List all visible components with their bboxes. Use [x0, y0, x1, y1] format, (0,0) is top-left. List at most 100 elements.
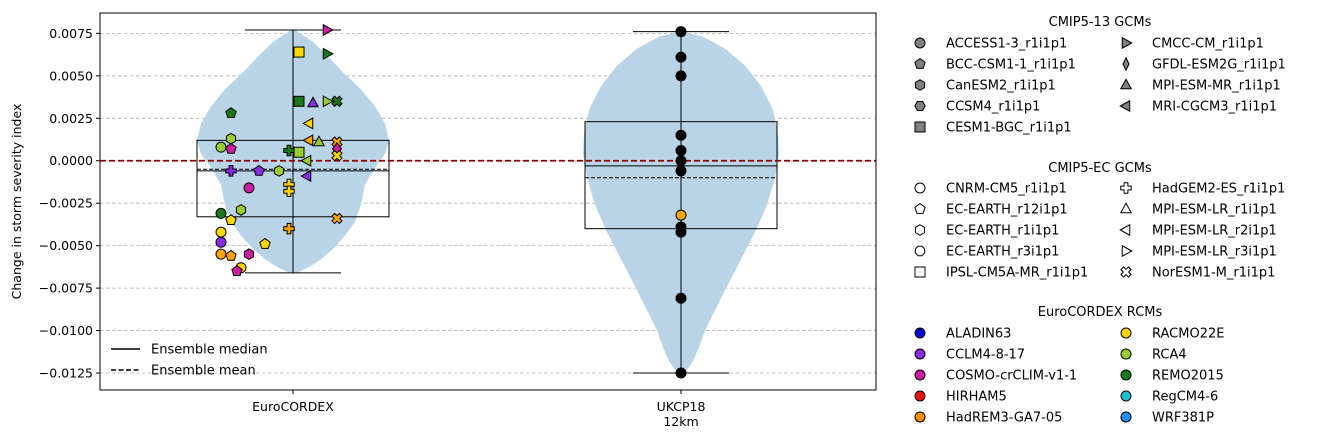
legend-marker-1-3	[914, 245, 926, 257]
legend-inside-label-0: Ensemble median	[151, 343, 268, 358]
xtick-label-0-0: EuroCORDEX	[252, 399, 334, 414]
ytick-label-5: −0.0050	[39, 238, 93, 253]
point-0-10	[302, 134, 314, 147]
point-0-16	[283, 144, 295, 157]
point-1-0	[675, 26, 687, 38]
legend-label-2-2: COSMO-crCLIM-v1-1	[946, 369, 1077, 384]
point-1-3	[675, 129, 687, 141]
ytick-label-1: 0.0050	[49, 68, 93, 83]
legend-label-1-0: CNRM-CM5_r1i1p1	[946, 182, 1067, 197]
point-1-10	[675, 292, 687, 304]
point-1-7	[675, 209, 687, 221]
point-0-2	[322, 47, 334, 60]
ytick-label-6: −0.0075	[39, 281, 93, 296]
point-0-20	[253, 164, 265, 176]
point-0-32	[215, 226, 227, 238]
legend-label-1-8: MPI-ESM-LR_r3i1p1	[1152, 245, 1277, 260]
legend-marker-2-7	[1120, 369, 1132, 381]
point-0-17	[293, 146, 305, 158]
legend-marker-1-9	[1120, 266, 1132, 278]
legend-label-1-4: IPSL-CM5A-MR_r1i1p1	[946, 266, 1088, 281]
legend-label-0-5: CMCC-CM_r1i1p1	[1152, 37, 1264, 52]
ytick-label-8: −0.0125	[39, 366, 93, 381]
point-0-5	[306, 96, 320, 108]
y-axis-label: Change in storm severity index	[9, 104, 24, 300]
legend-label-1-2: EC-EARTH_r1i1p1	[946, 224, 1059, 239]
legend-marker-2-2	[914, 369, 926, 381]
point-0-8	[302, 117, 314, 130]
point-0-11	[312, 135, 326, 147]
legend-label-1-5: HadGEM2-ES_r1i1p1	[1152, 182, 1285, 197]
point-0-13	[215, 141, 227, 153]
point-0-1	[293, 46, 305, 58]
point-0-18	[331, 149, 343, 162]
point-0-6	[331, 95, 343, 108]
legend-marker-1-5	[1120, 182, 1132, 194]
point-1-9	[675, 226, 687, 238]
axes: 0.0075 0.0050 0.0025 0.0000 −0.0025 −0.0050 −0…	[9, 12, 877, 429]
point-0-36	[225, 249, 237, 261]
legend-marker-2-1	[914, 348, 926, 360]
legend-marker-0-2	[914, 79, 926, 91]
legend-label-1-7: MPI-ESM-LR_r2i1p1	[1152, 224, 1277, 239]
legend-label-2-1: CCLM4-8-17	[946, 348, 1025, 363]
legend-marker-2-0	[914, 327, 926, 339]
legend-marker-1-8	[1121, 244, 1133, 258]
legend-marker-0-7	[1119, 78, 1133, 90]
legend-section-title-2: EuroCORDEX RCMs	[1038, 305, 1163, 320]
point-0-14	[225, 142, 237, 154]
ytick-label-2: 0.0025	[49, 111, 93, 126]
legend-label-0-6: GFDL-ESM2G_r1i1p1	[1152, 58, 1286, 73]
legend-label-1-9: NorESM1-M_r1i1p1	[1152, 266, 1275, 281]
point-0-21	[273, 165, 285, 177]
point-1-4	[675, 145, 687, 157]
point-0-37	[243, 248, 255, 260]
legend-label-2-3: HIRHAM5	[946, 390, 1007, 405]
legend-marker-0-6	[1122, 56, 1130, 72]
legend-section-title-0: CMIP5-13 GCMs	[1049, 15, 1152, 30]
legend-inside-label-1: Ensemble mean	[151, 364, 256, 379]
legend-marker-1-1	[914, 202, 926, 214]
point-0-30	[225, 214, 237, 226]
violins	[197, 30, 779, 373]
legend-marker-1-2	[914, 224, 926, 236]
legend-label-2-7: REMO2015	[1152, 369, 1224, 384]
point-0-34	[259, 237, 271, 249]
point-0-29	[331, 212, 343, 225]
point-0-26	[283, 185, 295, 198]
point-0-28	[215, 207, 227, 219]
point-0-25	[243, 182, 255, 194]
legend-label-0-0: ACCESS1-3_r1i1p1	[946, 37, 1067, 52]
point-1-1	[675, 51, 687, 63]
ytick-label-0: 0.0075	[49, 26, 93, 41]
legend-label-2-6: RCA4	[1152, 348, 1187, 363]
legend-label-1-6: MPI-ESM-LR_r1i1p1	[1152, 203, 1277, 218]
point-0-7	[225, 107, 237, 119]
legend-label-0-1: BCC-CSM1-1_r1i1p1	[946, 58, 1076, 73]
plot-frame	[99, 12, 877, 391]
legend-marker-1-6	[1119, 202, 1133, 214]
legend-marker-0-1	[914, 57, 926, 69]
point-1-6	[675, 165, 687, 177]
legend-marker-2-6	[1120, 348, 1132, 360]
point-1-11	[675, 367, 687, 379]
point-0-27	[235, 204, 247, 216]
ytick-label-3: 0.0000	[49, 153, 93, 168]
legend-marker-2-3	[914, 390, 926, 402]
point-0-39	[231, 265, 243, 276]
point-1-5	[675, 155, 687, 167]
legend-label-0-2: CanESM2_r1i1p1	[946, 79, 1056, 94]
point-0-22	[225, 165, 237, 177]
legend-marker-1-4	[914, 266, 926, 278]
legend-label-1-1: EC-EARTH_r12i1p1	[946, 203, 1068, 218]
legend-label-2-4: HadREM3-GA7-05	[946, 411, 1062, 426]
ytick-label-4: −0.0025	[39, 196, 93, 211]
legend-marker-0-3	[914, 100, 926, 112]
legend-marker-0-0	[914, 37, 926, 49]
legend-ensemble: Ensemble median Ensemble mean	[111, 343, 268, 379]
xtick-label-1-0: UKCP18	[657, 399, 706, 414]
legend-marker-0-8	[1119, 99, 1131, 113]
point-0-35	[215, 248, 227, 260]
point-0-19	[300, 154, 312, 167]
